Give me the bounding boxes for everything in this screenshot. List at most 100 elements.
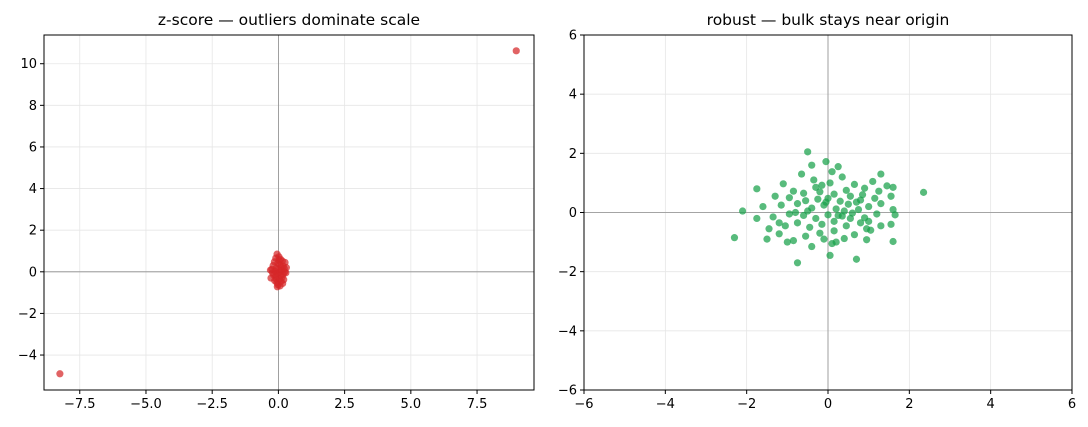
robust-data-point xyxy=(832,205,840,213)
robust-x-tick-label: 0 xyxy=(824,397,832,412)
robust-data-point xyxy=(775,219,783,227)
robust-data-point xyxy=(869,177,877,186)
z-score-x-tick-label: −5.0 xyxy=(130,397,162,412)
robust-data-point xyxy=(852,255,861,263)
robust-data-point xyxy=(834,163,842,171)
robust-data-point xyxy=(769,213,777,221)
robust-data-point xyxy=(818,181,826,189)
robust-data-point xyxy=(834,211,842,220)
robust-data-point xyxy=(877,222,885,230)
robust-data-point xyxy=(840,234,848,243)
robust-data-point xyxy=(846,214,854,223)
z-score-y-tick-label: −4 xyxy=(18,349,37,364)
z-score-x-tick-label: −2.5 xyxy=(196,397,228,412)
robust-data-point xyxy=(858,191,867,199)
robust-data-point xyxy=(883,182,891,190)
z-score-data-point xyxy=(282,264,290,272)
robust-data-point xyxy=(808,242,816,251)
z-score-data-point xyxy=(272,275,280,283)
robust-data-point xyxy=(800,189,808,197)
robust-x-tick-label: 6 xyxy=(1068,397,1076,412)
robust-data-point xyxy=(877,200,885,208)
z-score-y-tick-label: −2 xyxy=(18,307,37,322)
robust-data-point xyxy=(856,219,865,227)
robust-data-point xyxy=(840,207,848,215)
robust-y-tick-label: 2 xyxy=(569,147,577,162)
z-score-data-point xyxy=(56,370,64,378)
robust-data-point xyxy=(789,237,798,245)
robust-data-point xyxy=(804,207,812,215)
robust-data-point xyxy=(771,192,779,200)
robust-data-point xyxy=(889,237,897,246)
robust-data-point xyxy=(865,217,873,225)
z-score-x-tick-label: 5.0 xyxy=(400,397,421,412)
z-score-chart-title: z-score — outliers dominate scale xyxy=(158,11,420,29)
robust-data-point xyxy=(824,211,832,219)
robust-data-point xyxy=(783,238,791,246)
robust-data-point xyxy=(830,217,838,225)
robust-x-tick-label: −2 xyxy=(737,397,756,412)
robust-data-point xyxy=(779,180,787,188)
robust-data-point xyxy=(793,219,802,227)
robust-data-point xyxy=(850,180,859,188)
robust-data-point xyxy=(797,170,806,178)
z-score-y-tick-label: 8 xyxy=(29,99,37,114)
robust-data-point xyxy=(730,234,739,242)
robust-data-point xyxy=(765,225,773,233)
z-score-data-point xyxy=(273,283,281,291)
robust-data-point xyxy=(739,207,747,215)
robust-data-point xyxy=(820,235,828,243)
robust-data-point xyxy=(791,208,800,217)
robust-y-tick-label: −4 xyxy=(558,324,577,339)
robust-data-point xyxy=(785,194,793,202)
robust-data-point xyxy=(873,210,881,218)
robust-data-point xyxy=(826,251,834,259)
robust-data-point xyxy=(830,227,838,235)
robust-data-point xyxy=(808,161,816,169)
robust-data-point xyxy=(793,259,802,267)
robust-data-point xyxy=(838,173,846,181)
robust-x-tick-label: −6 xyxy=(574,397,593,412)
z-score-x-tick-label: 0.0 xyxy=(268,397,289,412)
z-score-data-point xyxy=(512,47,520,55)
robust-data-point xyxy=(877,170,885,178)
robust-data-point xyxy=(775,230,783,238)
robust-data-point xyxy=(842,186,850,194)
robust-data-point xyxy=(875,187,883,195)
robust-data-point xyxy=(781,222,789,230)
robust-data-point xyxy=(810,176,818,184)
robust-data-point xyxy=(850,231,859,239)
robust-data-point xyxy=(891,211,899,219)
robust-data-point xyxy=(861,184,869,192)
robust-data-point xyxy=(863,236,871,244)
robust-x-tick-label: −4 xyxy=(656,397,675,412)
robust-data-point xyxy=(814,195,822,203)
robust-data-point xyxy=(871,194,879,202)
robust-data-point xyxy=(844,200,852,208)
robust-y-tick-label: 6 xyxy=(569,29,577,44)
robust-data-point xyxy=(816,188,824,196)
robust-data-point xyxy=(832,238,840,246)
robust-data-point xyxy=(854,205,863,214)
robust-data-point xyxy=(806,223,814,231)
robust-data-point xyxy=(865,202,873,211)
robust-data-point xyxy=(818,220,826,228)
robust-data-point xyxy=(822,158,830,166)
robust-data-point xyxy=(842,222,850,230)
robust-y-tick-label: −6 xyxy=(558,384,577,399)
robust-data-point xyxy=(759,202,767,211)
robust-data-point xyxy=(822,198,830,206)
z-score-y-tick-label: 10 xyxy=(20,57,37,72)
robust-data-point xyxy=(812,214,820,223)
robust-data-point xyxy=(763,235,771,243)
robust-data-point xyxy=(789,187,798,195)
robust-data-point xyxy=(852,198,861,206)
z-score-x-tick-label: 7.5 xyxy=(467,397,488,412)
z-score-data-point xyxy=(266,266,275,274)
robust-data-point xyxy=(919,188,928,196)
z-score-y-tick-label: 0 xyxy=(29,265,37,280)
z-score-plot-frame xyxy=(43,34,535,391)
robust-data-point xyxy=(816,229,824,237)
robust-data-point xyxy=(802,197,810,205)
